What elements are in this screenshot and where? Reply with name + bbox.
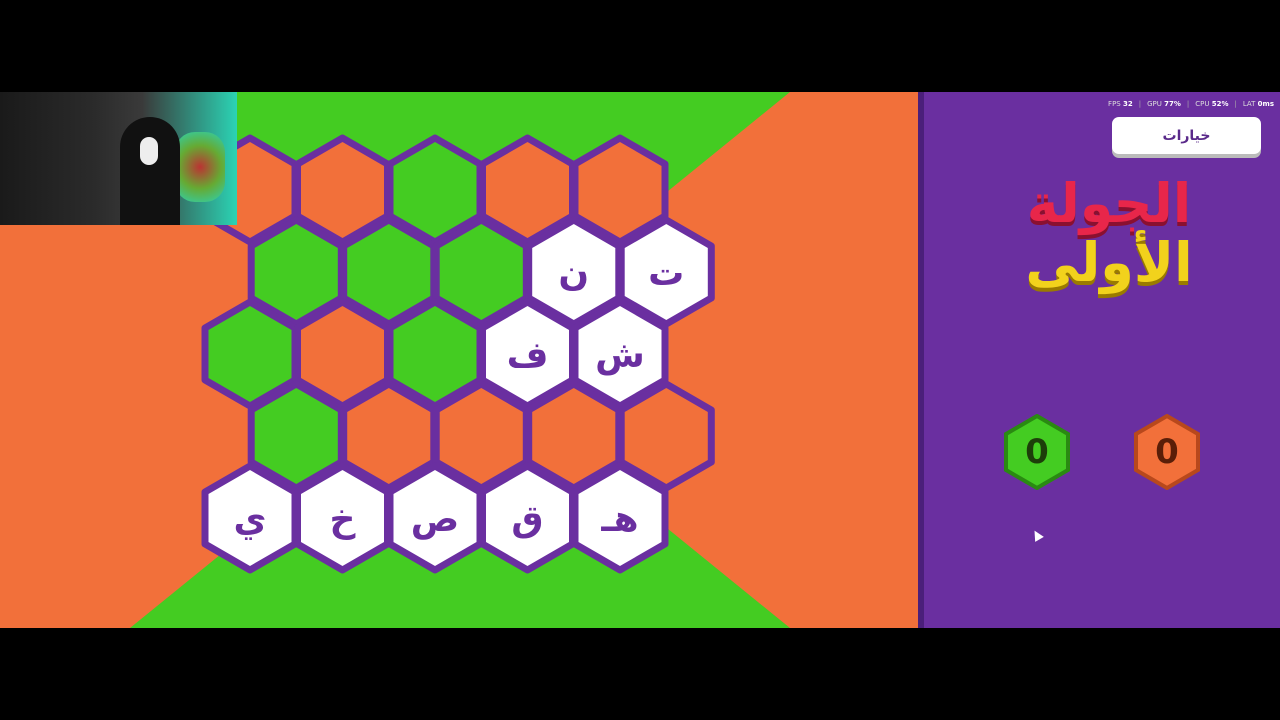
hex-white[interactable]	[617, 216, 715, 328]
webcam-decor	[175, 132, 225, 202]
green-team-score: 0	[1004, 414, 1070, 490]
hex-letter: خ	[330, 499, 356, 540]
gpu-stat: GPU 77%	[1147, 100, 1181, 108]
hex-cell[interactable]: ق	[479, 462, 576, 574]
streamer	[120, 117, 180, 225]
hex-letter: ص	[411, 499, 459, 540]
hex-white[interactable]	[571, 298, 669, 410]
hex-orange[interactable]	[571, 134, 669, 246]
hex-letter: هـ	[600, 499, 638, 540]
hex-letter: ش	[595, 335, 645, 376]
hex-letter: ق	[511, 499, 543, 540]
orange-team-score: 0	[1134, 414, 1200, 490]
round-title-line1: الجولة	[1026, 172, 1192, 235]
hex-letter: ف	[507, 335, 549, 376]
hex-letter: ي	[234, 499, 267, 540]
hex-cell[interactable]: ي	[201, 462, 299, 574]
options-button[interactable]: خيارات	[1112, 117, 1261, 154]
hex-orange[interactable]	[617, 380, 715, 492]
headset	[140, 137, 158, 165]
hex-cell[interactable]: ت	[617, 216, 715, 328]
perf-stats: FPS 32 | GPU 77% | CPU 52% | LAT 0ms	[1108, 100, 1274, 108]
round-title-line2: الأولى	[1025, 231, 1193, 295]
hex-white[interactable]	[571, 462, 669, 574]
hex-cell[interactable]: خ	[294, 462, 391, 574]
hex-cell[interactable]	[617, 380, 715, 492]
hex-cell[interactable]: ش	[571, 298, 669, 410]
hex-cell[interactable]: هـ	[571, 462, 669, 574]
webcam-overlay	[0, 92, 237, 225]
round-title: الجولة الأولى	[994, 174, 1224, 293]
cpu-stat: CPU 52%	[1195, 100, 1229, 108]
hex-letter: ت	[648, 253, 684, 294]
hex-cell[interactable]: ن	[525, 216, 623, 328]
game-stage: ن ت ف ش ي خ ص ق هـ FPS 32 | GPU 77% | CPU 52% | LAT…	[0, 92, 1280, 628]
hex-board: ن ت ف ش ي خ ص ق هـ	[201, 134, 715, 574]
hex-cell[interactable]	[571, 134, 669, 246]
lat-stat: LAT 0ms	[1242, 100, 1274, 108]
fps-stat: FPS 32	[1108, 100, 1133, 108]
hex-letter: ن	[558, 253, 589, 294]
hex-cell[interactable]: ص	[386, 462, 484, 574]
side-panel: FPS 32 | GPU 77% | CPU 52% | LAT 0ms خيارات…	[918, 92, 1280, 628]
